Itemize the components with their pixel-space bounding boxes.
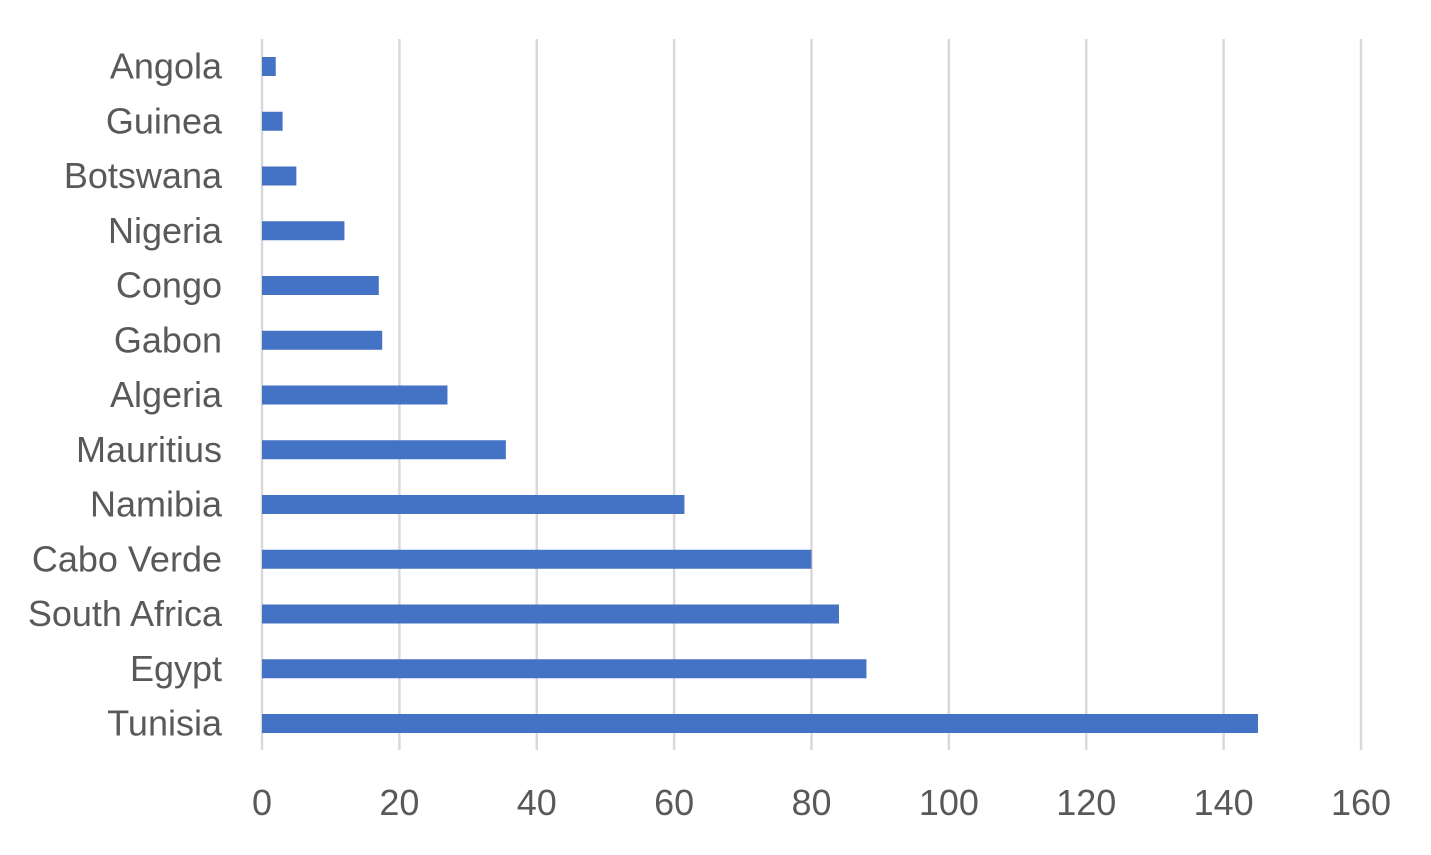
category-label: Botswana [64, 155, 223, 196]
bar [262, 714, 1258, 733]
category-label: South Africa [28, 593, 223, 634]
x-tick-label: 0 [252, 782, 272, 823]
bar [262, 111, 283, 131]
bar [262, 166, 297, 186]
bar [262, 385, 448, 405]
category-label: Algeria [110, 374, 223, 415]
bars [262, 57, 1258, 733]
category-label: Angola [110, 46, 223, 87]
category-label: Nigeria [108, 210, 223, 251]
bar [262, 221, 345, 241]
x-tick-label: 60 [654, 782, 694, 823]
category-label: Namibia [90, 484, 223, 525]
x-tick-label: 40 [517, 782, 557, 823]
category-label: Cabo Verde [32, 538, 222, 579]
x-tick-labels: 0 20 40 60 80 100 120 140 160 [252, 782, 1391, 823]
category-label: Congo [116, 265, 222, 306]
category-label: Egypt [130, 648, 222, 689]
gridlines [260, 39, 1363, 750]
bar [262, 604, 839, 624]
x-tick-label: 120 [1056, 782, 1116, 823]
category-labels: Angola Guinea Botswana Nigeria Congo Gabon Alg… [28, 46, 223, 744]
x-tick-label: 100 [919, 782, 979, 823]
bar [262, 495, 685, 514]
x-tick-label: 160 [1331, 782, 1391, 823]
x-tick-label: 20 [379, 782, 419, 823]
bar [262, 276, 379, 295]
x-tick-label: 140 [1194, 782, 1254, 823]
category-label: Gabon [114, 319, 222, 360]
bar [262, 549, 812, 569]
category-label: Guinea [106, 100, 223, 141]
bar [262, 330, 383, 350]
bar [262, 659, 867, 679]
bar [262, 440, 506, 460]
bar [262, 57, 276, 76]
category-label: Tunisia [107, 703, 223, 744]
x-tick-label: 80 [791, 782, 831, 823]
category-label: Mauritius [76, 429, 222, 470]
